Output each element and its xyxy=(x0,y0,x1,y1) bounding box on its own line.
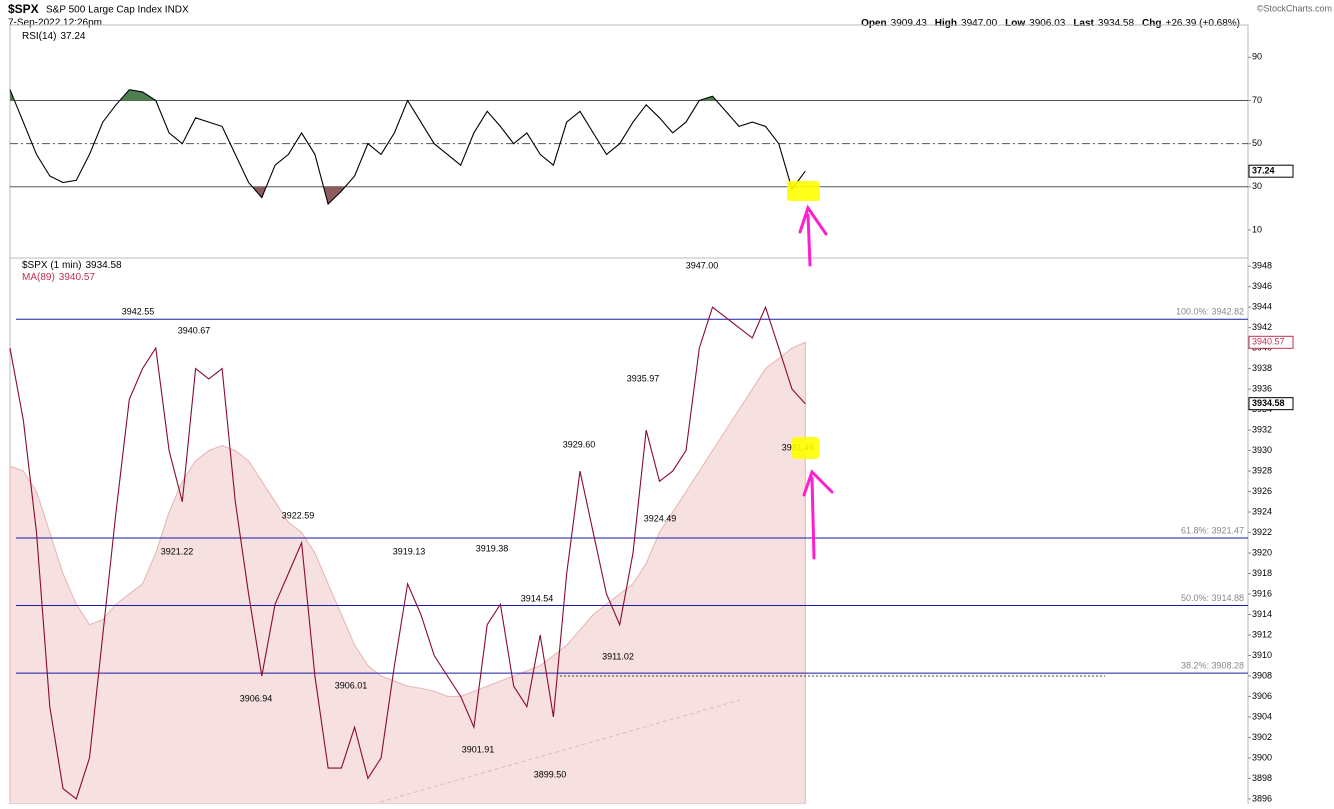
y-tick-label: 3910 xyxy=(1252,650,1272,660)
arrow xyxy=(802,469,834,560)
instrument-name: S&P 500 Large Cap Index INDX xyxy=(46,5,189,16)
y-tick-label: 3932 xyxy=(1252,424,1272,434)
value-badge-label: 3940.57 xyxy=(1252,337,1285,347)
price-annotation: 3906.01 xyxy=(335,680,368,690)
price-annotation: 3935.97 xyxy=(627,373,660,383)
y-tick-label: 3908 xyxy=(1252,670,1272,680)
legend-entry: RSI(14) 37.24 xyxy=(22,31,86,42)
value-badge xyxy=(1248,397,1294,411)
trend-line xyxy=(379,699,741,803)
y-tick-label: 3898 xyxy=(1252,773,1272,783)
price-annotation: 3921.22 xyxy=(161,546,194,556)
quote: Open 3909.43 High 3947.00 Low 3906.03 Last 3934… xyxy=(861,18,1240,29)
symbol: $SPX xyxy=(8,2,39,16)
credit: ©StockCharts.com xyxy=(1257,3,1332,13)
fib-label: 61.8%: 3921.47 xyxy=(1181,525,1244,535)
legend-value: 3934.58 xyxy=(85,260,122,271)
fib-label: 50.0%: 3914.88 xyxy=(1181,593,1244,603)
price-annotation: 3914.54 xyxy=(521,593,554,603)
price-annotation: 3940.67 xyxy=(178,325,211,335)
quote-label: Open xyxy=(861,18,887,29)
quote-value: 3906.03 xyxy=(1029,18,1066,29)
y-tick-label: 3924 xyxy=(1252,506,1272,516)
y-tick-label: 90 xyxy=(1252,52,1262,62)
legend-entry: MA(89) 3940.57 xyxy=(22,272,95,283)
price-annotation: 3899.50 xyxy=(534,769,567,779)
y-tick-label: 3926 xyxy=(1252,486,1272,496)
y-tick-label: 3902 xyxy=(1252,732,1272,742)
y-tick-label: 3912 xyxy=(1252,629,1272,639)
y-tick-label: 3944 xyxy=(1252,302,1272,312)
highlight xyxy=(792,437,819,459)
price-annotation: 3906.94 xyxy=(240,693,273,703)
highlight xyxy=(787,181,820,201)
legend-value: 37.24 xyxy=(60,31,85,42)
legend-name: $SPX (1 min) xyxy=(22,260,81,271)
y-tick-label: 3900 xyxy=(1252,752,1272,762)
y-tick-label: 3918 xyxy=(1252,568,1272,578)
quote-value: +26.39 (+0.68%) xyxy=(1166,18,1241,29)
y-tick-label: 3928 xyxy=(1252,465,1272,475)
legend-entry: $SPX (1 min) 3934.58 xyxy=(22,260,122,271)
price-annotation: 3911.02 xyxy=(602,651,634,661)
y-tick-label: 3936 xyxy=(1252,383,1272,393)
value-badge xyxy=(1248,164,1294,178)
arrow xyxy=(798,204,828,267)
date: 7-Sep-2022 12:26pm xyxy=(8,18,102,29)
quote-value: 3909.43 xyxy=(891,18,928,29)
price-annotation: 3922.59 xyxy=(282,510,315,520)
value-badge-label: 37.24 xyxy=(1252,166,1275,176)
fib-label: 38.2%: 3908.28 xyxy=(1181,660,1244,670)
price-annotation: 3919.38 xyxy=(476,543,509,553)
y-tick-label: 3904 xyxy=(1252,711,1272,721)
y-tick-label: 3938 xyxy=(1252,363,1272,373)
y-tick-label: 3948 xyxy=(1252,261,1272,271)
quote-value: 3947.00 xyxy=(961,18,998,29)
value-badge-label: 3934.58 xyxy=(1252,398,1285,408)
y-tick-label: 3942 xyxy=(1252,322,1272,332)
y-tick-label: 3930 xyxy=(1252,445,1272,455)
fib-label: 100.0%: 3942.82 xyxy=(1176,307,1244,317)
price-plot: 3896 3898 3900 3902 3904 3906 3908 3910 3912 3914… xyxy=(9,260,1294,805)
y-tick-label: 30 xyxy=(1252,181,1262,191)
quote-label: Last xyxy=(1073,18,1094,29)
y-tick-label: 3914 xyxy=(1252,609,1272,619)
y-tick-label: 3922 xyxy=(1252,527,1272,537)
legend-name: MA(89) xyxy=(22,272,55,283)
y-tick-label: 70 xyxy=(1252,95,1262,105)
quote-label: Low xyxy=(1005,18,1025,29)
y-tick-label: 50 xyxy=(1252,138,1262,148)
price-annotation: 3929.60 xyxy=(563,439,596,449)
quote-label: High xyxy=(935,18,957,29)
rsi-plot: 10 30 50 70 90 RSI(14) 37.24 37.24 xyxy=(9,31,1294,234)
price-annotation: 3947.00 xyxy=(686,260,719,270)
y-tick-label: 3906 xyxy=(1252,691,1272,701)
y-tick-label: 3896 xyxy=(1252,793,1272,803)
y-tick-label: 3946 xyxy=(1252,281,1272,291)
price-annotation: 3924.49 xyxy=(644,513,677,523)
price-annotation: 3919.13 xyxy=(393,546,426,556)
price-annotation: 3942.55 xyxy=(122,306,155,316)
price-line xyxy=(9,305,806,800)
quote-line: Open 3909.43 High 3947.00 Low 3906.03 Last 3934… xyxy=(861,18,1240,29)
y-tick-label: 10 xyxy=(1252,224,1262,234)
price-line xyxy=(9,89,806,206)
value-badge xyxy=(1248,335,1294,349)
legend-name: RSI(14) xyxy=(22,31,56,42)
legend-value: 3940.57 xyxy=(59,272,96,283)
quote-value: 3934.58 xyxy=(1098,18,1135,29)
quote-label: Chg xyxy=(1142,18,1161,29)
y-tick-label: 3916 xyxy=(1252,588,1272,598)
price-annotation: 3901.91 xyxy=(462,744,495,754)
ma-area xyxy=(9,341,806,805)
y-tick-label: 3920 xyxy=(1252,547,1272,557)
